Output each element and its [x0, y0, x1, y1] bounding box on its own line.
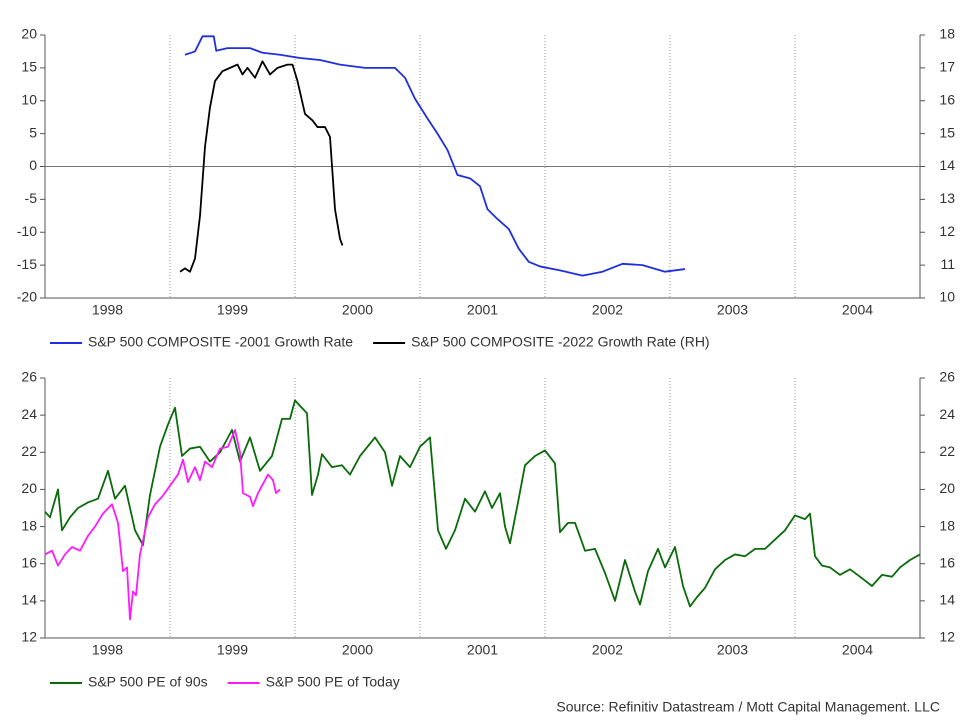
- legend-label: S&P 500 PE of Today: [266, 674, 400, 690]
- x-tick-label: 2004: [842, 642, 873, 658]
- y-tick-label: 20: [21, 26, 37, 42]
- y2-tick-label: 11: [940, 256, 955, 272]
- x-tick-label: 1998: [92, 642, 123, 658]
- legend-label: S&P 500 COMPOSITE -2022 Growth Rate (RH): [411, 334, 710, 350]
- x-tick-label: 2001: [467, 302, 498, 318]
- y-tick-label: 5: [29, 124, 37, 140]
- y2-tick-label: 14: [939, 157, 955, 173]
- y2-tick-label: 15: [939, 124, 955, 140]
- series-line: [184, 35, 686, 277]
- y-tick-label: -15: [17, 256, 37, 272]
- y-tick-label: -5: [25, 190, 38, 206]
- y2-tick-label: 12: [939, 223, 955, 239]
- y2-tick-label: 13: [939, 190, 955, 206]
- source-note: Source: Refinitiv Datastream / Mott Capi…: [556, 699, 940, 715]
- y-tick-label: -10: [17, 223, 37, 239]
- y2-tick-label: 16: [939, 91, 955, 107]
- series-line: [44, 399, 921, 608]
- x-tick-label: 2000: [342, 642, 373, 658]
- y-tick-label: 24: [21, 406, 37, 422]
- x-tick-label: 2001: [467, 642, 498, 658]
- y-tick-label: 10: [21, 91, 37, 107]
- x-tick-label: 2002: [592, 642, 623, 658]
- y-tick-label: 20: [21, 480, 37, 496]
- y2-tick-label: 20: [939, 480, 955, 496]
- series-line: [44, 429, 281, 621]
- y-tick-label: 18: [21, 517, 37, 533]
- y-tick-label: 26: [21, 369, 37, 385]
- y-tick-label: 14: [21, 592, 37, 608]
- y2-tick-label: 12: [939, 629, 955, 645]
- y2-tick-label: 26: [939, 369, 955, 385]
- y2-tick-label: 17: [939, 59, 955, 75]
- legend-label: S&P 500 PE of 90s: [88, 674, 208, 690]
- x-tick-label: 2002: [592, 302, 623, 318]
- x-tick-label: 1998: [92, 302, 123, 318]
- x-tick-label: 2000: [342, 302, 373, 318]
- y-tick-label: 22: [21, 443, 37, 459]
- x-tick-label: 2003: [717, 302, 748, 318]
- y-tick-label: 16: [21, 554, 37, 570]
- y2-tick-label: 24: [939, 406, 955, 422]
- series-line: [179, 60, 344, 273]
- y2-tick-label: 10: [939, 289, 955, 305]
- y-tick-label: 12: [21, 629, 37, 645]
- x-tick-label: 1999: [217, 302, 248, 318]
- y-tick-label: 15: [21, 59, 37, 75]
- legend-label: S&P 500 COMPOSITE -2001 Growth Rate: [88, 334, 353, 350]
- y-tick-label: 0: [29, 157, 37, 173]
- x-tick-label: 1999: [217, 642, 248, 658]
- y2-tick-label: 18: [939, 26, 955, 42]
- y2-tick-label: 18: [939, 517, 955, 533]
- y2-tick-label: 16: [939, 554, 955, 570]
- x-tick-label: 2003: [717, 642, 748, 658]
- y-tick-label: -20: [17, 289, 37, 305]
- y2-tick-label: 22: [939, 443, 955, 459]
- y2-tick-label: 14: [939, 592, 955, 608]
- x-tick-label: 2004: [842, 302, 873, 318]
